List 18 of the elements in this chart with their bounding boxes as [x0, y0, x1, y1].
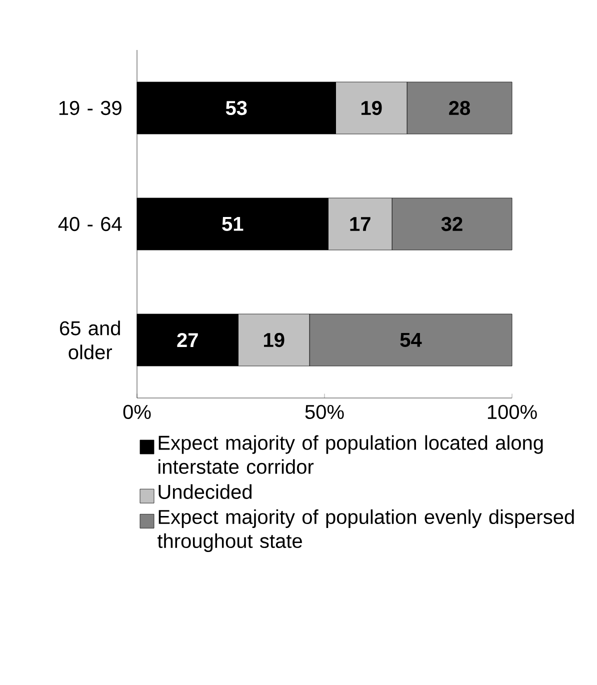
x-tick-label: 100% — [488, 404, 537, 420]
y-tick-label: 19 - 39 — [59, 100, 122, 116]
data-label: 27 — [177, 333, 198, 347]
y-tick-label: 65 and older — [60, 320, 120, 360]
legend-label: Expect majority of population evenly dispersed throughout state — [158, 509, 574, 552]
x-tick-label: 50% — [305, 404, 344, 420]
x-tick-label: 0% — [123, 404, 151, 420]
data-label: 54 — [400, 333, 422, 347]
legend-label: Undecided — [158, 484, 252, 499]
data-label: 53 — [226, 100, 247, 116]
data-label: 17 — [350, 217, 370, 231]
data-label: 51 — [222, 217, 244, 231]
data-label: 28 — [449, 100, 470, 116]
data-label: 19 — [362, 100, 382, 116]
legend-label: Expect majority of population located along interstate corridor — [158, 435, 543, 474]
data-label: 32 — [441, 216, 462, 232]
y-tick-label: 40 - 64 — [58, 216, 122, 232]
data-label: 19 — [264, 332, 284, 348]
